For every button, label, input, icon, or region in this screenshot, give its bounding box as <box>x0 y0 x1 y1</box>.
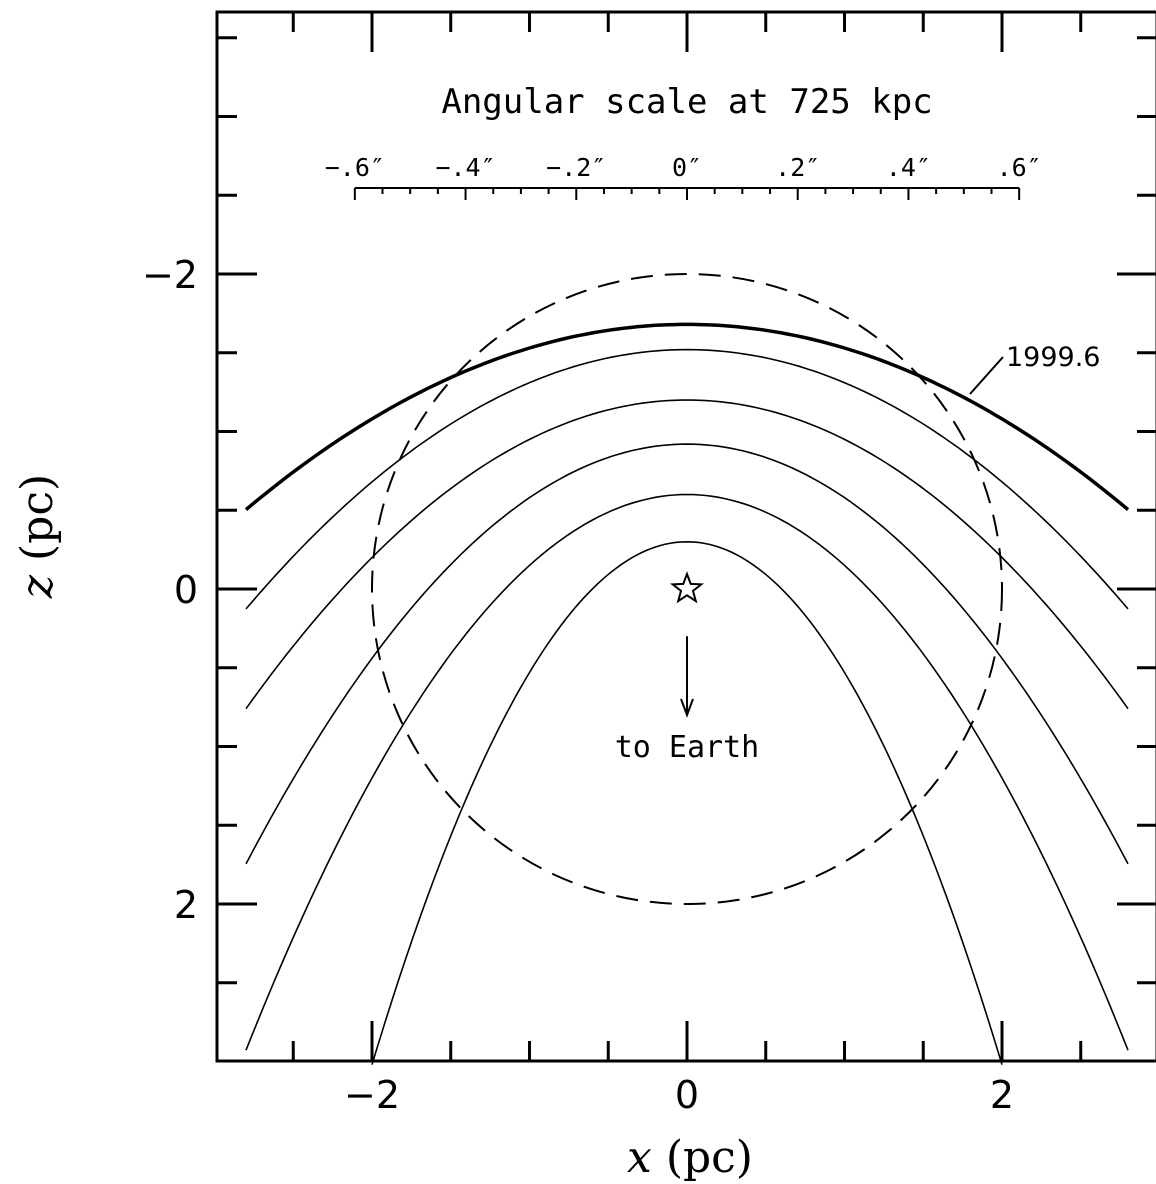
y-tick-label: 0 <box>174 568 198 612</box>
x-axis-title: x (pc) <box>627 1132 753 1183</box>
plot-frame <box>215 10 1156 1063</box>
series-curve <box>245 493 1129 1051</box>
curves-group <box>244 322 1130 1065</box>
y-tick-label: 2 <box>174 883 198 927</box>
x-tick-label: 0 <box>675 1073 699 1117</box>
angular-scale-tick-label: .6″ <box>997 153 1042 182</box>
arrow-down-icon <box>680 698 694 718</box>
x-tick-label: 2 <box>990 1073 1014 1117</box>
annotations: to Earth 1999.6 <box>615 342 1101 765</box>
x-tick-label: −2 <box>344 1073 400 1117</box>
earth-label: to Earth <box>615 730 760 765</box>
angular-scale-tick-label: −.4″ <box>435 153 495 182</box>
angular-scale-tick-label: .4″ <box>886 153 931 182</box>
dashed-circle <box>371 273 1003 905</box>
epoch-label: 1999.6 <box>1006 342 1100 373</box>
series-curve <box>371 540 1003 1065</box>
angular-scale-title: Angular scale at 725 kpc <box>441 82 932 122</box>
circle-group <box>371 273 1003 905</box>
y-tick-label: −2 <box>142 253 198 297</box>
ticks-group: −2 0 2 −2 0 2 <box>142 12 1156 1117</box>
angular-scale: Angular scale at 725 kpc −.6″ −.4″ −.2″ 0″.… <box>325 82 1042 200</box>
series-curve <box>245 443 1129 865</box>
star-icon <box>669 571 705 604</box>
angular-scale-tick-label: .2″ <box>775 153 820 182</box>
angular-scale-tick-label: −.6″ <box>325 153 385 182</box>
y-axis-title: z (pc) <box>12 474 63 599</box>
epoch-leader-line <box>969 356 1004 395</box>
series-curve <box>245 348 1129 610</box>
series-curve <box>245 399 1129 710</box>
series-curve <box>244 322 1130 511</box>
angular-scale-tick-label: −.2″ <box>546 153 606 182</box>
angular-scale-tick-label: 0″ <box>672 153 702 182</box>
